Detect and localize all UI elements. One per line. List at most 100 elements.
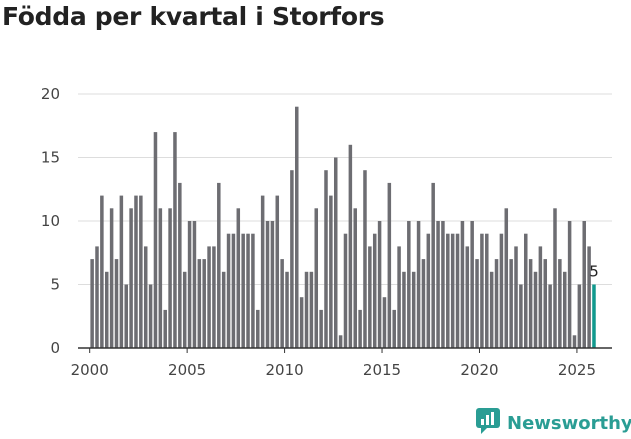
bar [348,144,353,348]
bar [353,208,357,348]
bar [558,259,562,348]
x-tick-label: 2025 [558,361,596,379]
last-value-label: 5 [589,263,599,281]
bar [163,309,167,348]
bar [553,208,557,348]
bar [192,221,197,348]
bar [494,259,499,348]
bar [470,221,474,348]
bar [446,233,450,348]
newsworthy-logo: Newsworthy [475,408,631,438]
bar [285,271,289,348]
bar [382,297,387,348]
bar [153,132,158,348]
bar [95,246,99,348]
bar [173,132,177,348]
bar [338,335,343,348]
bar [265,221,270,348]
bar [187,221,192,348]
bar [416,221,421,348]
bar [582,221,586,348]
grid-lines [78,93,612,285]
bar [548,284,552,348]
bar [363,170,367,348]
bar [499,233,504,348]
bar [226,233,231,348]
bar [114,259,119,348]
bar [465,246,470,348]
bar [372,233,377,348]
bar [241,233,245,348]
bar [538,246,543,348]
bar [504,208,509,348]
y-axis-labels: 0 5 10 15 20 [41,85,60,357]
bar [100,195,104,348]
bar [333,157,338,348]
x-tick-label: 2015 [363,361,401,379]
annotations: 5 [589,263,599,281]
bar [329,195,333,348]
bar-chart-speech-bubble-icon [475,407,501,439]
bar [441,221,445,348]
bar [524,233,528,348]
bar [182,271,187,348]
bar [319,309,323,348]
bar [543,259,548,348]
y-tick-label: 0 [50,339,60,357]
bar [290,170,294,348]
bar [212,246,216,348]
bar [236,208,241,348]
bar [411,271,416,348]
bar [485,233,489,348]
bar [431,182,435,348]
bar [197,259,202,348]
bar [148,284,153,348]
bar [519,284,523,348]
bar [358,309,362,348]
x-tick-label: 2020 [460,361,498,379]
x-tick-label: 2005 [168,361,206,379]
x-tick-label: 2000 [71,361,109,379]
y-tick-label: 15 [41,149,60,167]
x-tick-label: 2010 [265,361,303,379]
bar [275,195,280,348]
bar [270,221,275,348]
bar [421,259,426,348]
bar [475,259,479,348]
bar [134,195,138,348]
bar [562,271,567,348]
bar [407,221,411,348]
bar [280,259,284,348]
bar [392,309,396,348]
chart-title: Födda per kvartal i Storfors [2,2,385,31]
bar [104,271,109,348]
bars [90,106,596,348]
bar [377,221,382,348]
bar [368,246,372,348]
bar [460,221,465,348]
bar [231,233,236,348]
bar [90,259,94,348]
bar [489,271,494,348]
bar [577,284,582,348]
bar [256,309,260,348]
bar [158,208,163,348]
bar [343,233,348,348]
y-tick-label: 5 [50,276,60,294]
bar [567,221,572,348]
bar [109,208,114,348]
bar [309,271,314,348]
bar [509,259,513,348]
bar [572,335,577,348]
bar [387,182,392,348]
bar [533,271,538,348]
bar [124,284,128,348]
x-axis: 2000 2005 2010 2015 2020 2025 [71,347,612,379]
bar [119,195,124,348]
bar [455,233,460,348]
bar [402,271,406,348]
bar [129,208,133,348]
bar [450,233,455,348]
bar [514,246,518,348]
bar [251,233,255,348]
